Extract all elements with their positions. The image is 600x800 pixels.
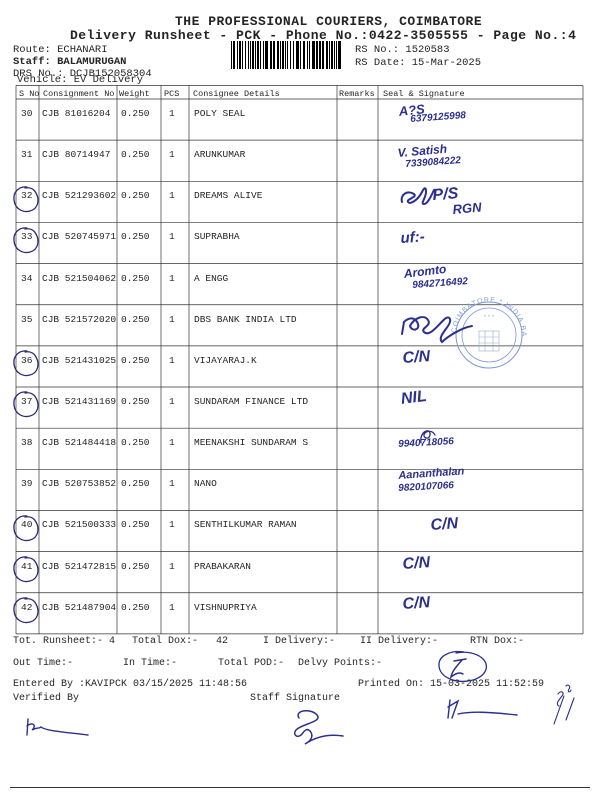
svg-text:* * *: * * *: [484, 315, 495, 321]
